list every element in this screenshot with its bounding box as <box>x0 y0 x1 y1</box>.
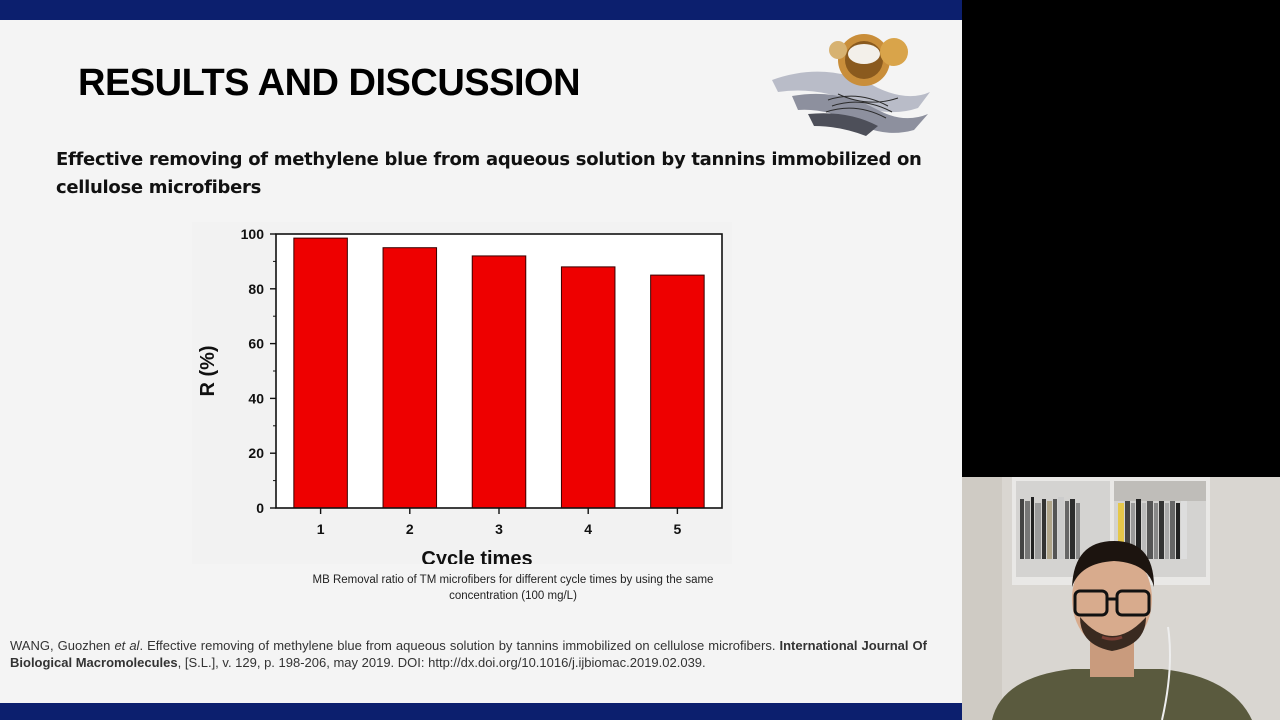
x-tick-label-1: 1 <box>317 521 325 537</box>
x-tick-label-3: 3 <box>495 521 503 537</box>
reference-title: . Effective removing of methylene blue f… <box>139 638 780 653</box>
bar-3 <box>471 255 527 509</box>
reference-etal: et al <box>114 638 140 653</box>
y-tick-label-20: 20 <box>248 445 264 461</box>
y-axis-title: R (%) <box>197 345 219 396</box>
slide-title: RESULTS AND DISCUSSION <box>78 62 581 104</box>
presenter-webcam <box>962 477 1280 720</box>
figure-caption: MB Removal ratio of TM microfibers for d… <box>312 574 714 602</box>
x-tick-label-4: 4 <box>584 521 592 537</box>
x-axis-title: Cycle times <box>421 548 532 564</box>
top-banner <box>0 0 962 20</box>
y-tick-label-80: 80 <box>248 281 264 297</box>
y-tick-label-40: 40 <box>248 390 264 406</box>
y-tick-label-0: 0 <box>256 500 264 516</box>
y-tick-label-60: 60 <box>248 336 264 352</box>
bar-2 <box>382 247 438 509</box>
bar-chart: 0 20 40 60 80 100 1 2 3 4 5 Cycle times R (%) <box>192 222 732 564</box>
bar-4 <box>560 266 616 509</box>
reference-details: , [S.L.], v. 129, p. 198-206, may 2019. … <box>177 655 706 670</box>
presenter-video-icon <box>962 477 1280 720</box>
bar-5 <box>650 274 705 509</box>
bottom-banner <box>0 703 962 720</box>
x-tick-label-5: 5 <box>674 521 682 537</box>
reference-authors: WANG, Guozhen <box>10 638 115 653</box>
slide: RESULTS AND DISCUSSION Effective removin… <box>0 0 962 720</box>
bar-chart-svg: 0 20 40 60 80 100 1 2 3 4 5 Cycle times R (%) <box>197 226 723 564</box>
project-logo-icon <box>772 34 930 136</box>
bar-1 <box>293 237 348 509</box>
reference-journal: International Journal Of Biological Macr… <box>10 638 928 670</box>
y-tick-label-100: 100 <box>241 226 265 242</box>
x-tick-label-2: 2 <box>406 521 414 537</box>
slide-subtitle: Effective removing of methylene blue fro… <box>56 149 922 198</box>
reference-citation: WANG, Guozhen et al. Effective removing … <box>10 637 927 671</box>
